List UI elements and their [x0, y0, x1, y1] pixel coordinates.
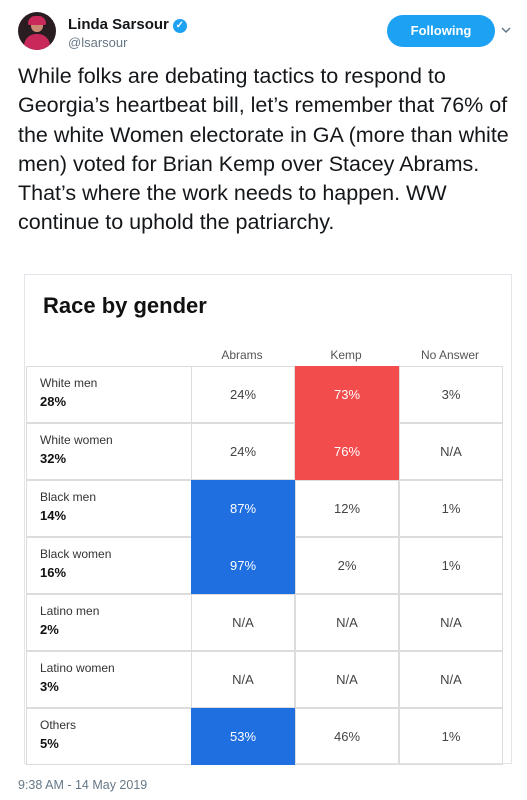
table-row: Latino women 3% N/A N/A N/A: [25, 651, 511, 708]
value-cell: 1%: [399, 480, 503, 537]
row-label-cell: Black women 16%: [26, 537, 192, 594]
value-cell: 87%: [191, 480, 295, 537]
value-cell: 1%: [399, 708, 503, 765]
group-label: Black women: [40, 547, 112, 561]
group-share: 5%: [40, 736, 59, 751]
table-row: Latino men 2% N/A N/A N/A: [25, 594, 511, 651]
value-cell: 3%: [399, 366, 503, 423]
tweet-timestamp[interactable]: 9:38 AM - 14 May 2019: [18, 778, 148, 792]
row-label-cell: White men 28%: [26, 366, 192, 423]
column-header-kemp: Kemp: [330, 348, 362, 362]
value-cell: 76%: [295, 423, 399, 480]
row-label-cell: Latino men 2%: [26, 594, 192, 651]
value-cell: N/A: [399, 423, 503, 480]
value-cell: 97%: [191, 537, 295, 594]
avatar[interactable]: [18, 12, 56, 50]
group-label: White women: [40, 433, 113, 447]
table-row: Black women 16% 97% 2% 1%: [25, 537, 511, 594]
following-button[interactable]: Following: [387, 15, 495, 47]
value-cell: 12%: [295, 480, 399, 537]
value-cell: 46%: [295, 708, 399, 765]
group-share: 28%: [40, 394, 67, 409]
value-cell: N/A: [295, 594, 399, 651]
table-row: Black men 14% 87% 12% 1%: [25, 480, 511, 537]
value-cell: 53%: [191, 708, 295, 765]
group-label: White men: [40, 376, 98, 390]
user-name[interactable]: Linda Sarsour ✓: [68, 16, 187, 33]
row-label-cell: Others 5%: [26, 708, 192, 765]
column-header-no-answer: No Answer: [420, 348, 480, 362]
value-cell: N/A: [191, 594, 295, 651]
group-label: Black men: [40, 490, 97, 504]
column-header-abrams: Abrams: [221, 348, 263, 362]
value-cell: N/A: [399, 594, 503, 651]
value-cell: N/A: [399, 651, 503, 708]
group-label: Latino men: [40, 604, 100, 618]
group-label: Others: [40, 718, 77, 732]
value-cell: N/A: [191, 651, 295, 708]
value-cell: N/A: [295, 651, 399, 708]
value-cell: 24%: [191, 366, 295, 423]
table-row: Others 5% 53% 46% 1%: [25, 708, 511, 765]
group-share: 2%: [40, 622, 59, 637]
card-title: Race by gender: [43, 293, 207, 318]
value-cell: 24%: [191, 423, 295, 480]
media-card[interactable]: Race by gender Abrams Kemp No Answer Whi…: [24, 274, 512, 765]
table-row: White men 28% 24% 73% 3%: [25, 366, 511, 423]
group-share: 3%: [40, 679, 59, 694]
value-cell: 1%: [399, 537, 503, 594]
group-share: 32%: [40, 451, 67, 466]
value-cell: 73%: [295, 366, 399, 423]
group-share: 14%: [40, 508, 67, 523]
row-label-cell: Black men 14%: [26, 480, 192, 537]
group-label: Latino women: [40, 661, 115, 675]
user-name-text[interactable]: Linda Sarsour: [68, 16, 169, 33]
user-handle[interactable]: @lsarsour: [68, 35, 128, 50]
table-row: White women 32% 24% 76% N/A: [25, 423, 511, 480]
row-label-cell: Latino women 3%: [26, 651, 192, 708]
tweet-header: Linda Sarsour ✓ @lsarsour Following: [18, 12, 513, 56]
row-label-cell: White women 32%: [26, 423, 192, 480]
chevron-down-icon[interactable]: [499, 24, 513, 38]
tweet-text: While folks are debating tactics to resp…: [18, 64, 509, 235]
value-cell: 2%: [295, 537, 399, 594]
group-share: 16%: [40, 565, 67, 580]
verified-badge-icon: ✓: [172, 19, 187, 33]
